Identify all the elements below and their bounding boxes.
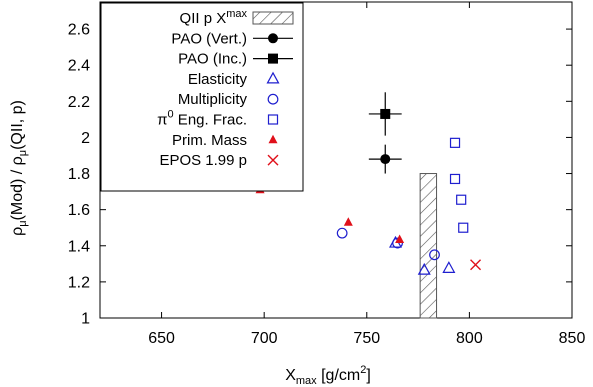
- x-axis-label-sup: 2: [360, 364, 366, 376]
- plot-area: 650 700 750 800 850 1 1.2 1.4 1.6 1.8 2 2.2 2.4 2.6: [68, 1, 586, 347]
- y-axis-label-mid: (Mod) / ρ: [9, 156, 26, 220]
- data-point-open-square: [449, 173, 461, 185]
- x-tick-label: 700: [251, 330, 278, 347]
- legend-label: Multiplicity: [178, 91, 248, 108]
- legend-marker-open-square: [267, 114, 279, 125]
- y-axis-label-end: (QII, p): [9, 100, 26, 150]
- legend-marker-filled-circle: [268, 33, 278, 44]
- legend-label: PAO (Vert.): [171, 30, 247, 47]
- y-tick-label: 2.4: [68, 58, 90, 75]
- data-point-open-circle: [429, 249, 440, 261]
- y-tick-label: 1.2: [68, 274, 90, 291]
- legend-marker-filled-square: [268, 53, 278, 64]
- y-tick-label: 1: [81, 311, 90, 328]
- cross-stroke: [470, 259, 482, 271]
- data-point-open-square: [456, 194, 467, 205]
- data-point-open-triangle: [417, 262, 431, 275]
- y-tick-label: 2: [81, 130, 90, 147]
- data-point-filled-triangle: [395, 234, 405, 243]
- data-point-filled-square: [380, 108, 391, 119]
- y-tick-label: 1.6: [68, 202, 90, 219]
- y-axis-label-rho1: ρ: [9, 227, 26, 236]
- data-point-open-triangle: [442, 261, 456, 273]
- y-axis-label-mu1: μ: [17, 220, 29, 226]
- legend-marker-open-circle: [267, 93, 279, 105]
- legend-label: PAO (Inc.): [178, 51, 247, 68]
- band-qii-p-xmax: [419, 173, 438, 319]
- legend-label: π0 Eng. Frac.: [157, 109, 247, 129]
- y-axis-label-mu2: μ: [17, 150, 29, 156]
- x-axis-label-sub: max: [296, 375, 317, 387]
- data-point-open-square: [449, 137, 461, 148]
- legend-marker-filled-triangle: [268, 134, 278, 144]
- x-axis-label-main: X: [285, 367, 296, 384]
- x-axis-label-tail: [g/cm: [317, 367, 361, 384]
- data-point-filled-triangle: [343, 217, 353, 226]
- x-tick-label: 850: [559, 330, 586, 347]
- y-axis-label: ρμ(Mod) / ρμ(QII, p): [9, 100, 29, 236]
- x-axis-label-end: ]: [366, 367, 370, 384]
- y-tick-label: 1.4: [68, 238, 90, 255]
- y-tick-label: 2.6: [68, 22, 90, 39]
- x-tick-label: 800: [456, 330, 483, 347]
- legend-label: EPOS 1.99 p: [159, 152, 247, 169]
- legend-marker-cross: [267, 154, 279, 166]
- legend: QII p Xmax PAO (Vert.) PAO (Inc.) Elasticit…: [100, 2, 304, 192]
- legend-label: QII p Xmax: [180, 8, 248, 27]
- plot-frame: [99, 1, 573, 319]
- y-tick-label: 1.8: [68, 166, 90, 183]
- data-point-open-square: [458, 222, 469, 233]
- x-tick-label: 650: [148, 330, 175, 347]
- legend-label: Prim. Mass: [172, 132, 247, 149]
- data-point-cross: [470, 259, 482, 271]
- x-tick-label: 750: [353, 330, 380, 347]
- data-point-filled-circle: [380, 154, 391, 165]
- cross-stroke: [267, 154, 279, 166]
- x-axis-label: Xmax [g/cm2]: [285, 364, 371, 387]
- data-point-open-circle: [336, 227, 348, 239]
- legend-label: Elasticity: [188, 71, 248, 88]
- legend-band-swatch: [252, 11, 294, 25]
- y-tick-label: 2.2: [68, 94, 90, 111]
- legend-marker-open-triangle: [266, 71, 280, 84]
- data-point-open-circle: [392, 237, 403, 249]
